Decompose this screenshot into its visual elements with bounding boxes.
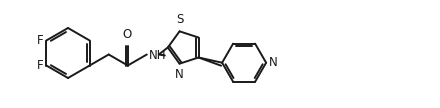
Text: N: N: [269, 56, 278, 69]
Text: F: F: [37, 34, 44, 47]
Text: S: S: [176, 13, 183, 26]
Text: NH: NH: [149, 49, 166, 62]
Text: O: O: [122, 28, 131, 41]
Text: F: F: [37, 59, 44, 72]
Text: N: N: [175, 68, 184, 81]
